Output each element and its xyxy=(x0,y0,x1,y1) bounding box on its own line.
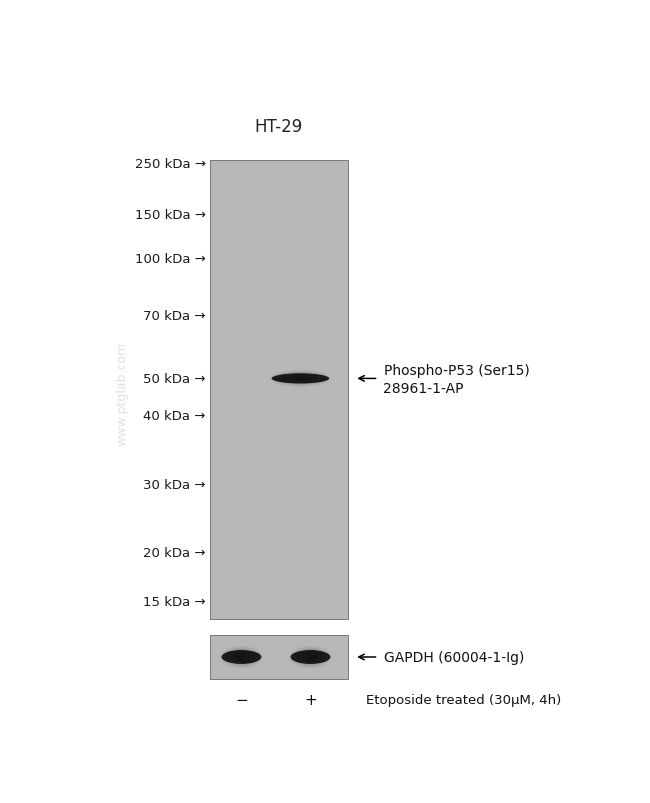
Text: 150 kDa →: 150 kDa → xyxy=(135,209,205,222)
Ellipse shape xyxy=(236,654,247,660)
Ellipse shape xyxy=(228,650,255,664)
Text: 20 kDa →: 20 kDa → xyxy=(143,546,205,559)
Ellipse shape xyxy=(238,655,245,659)
Ellipse shape xyxy=(291,650,330,664)
Ellipse shape xyxy=(303,653,318,661)
Ellipse shape xyxy=(292,377,309,381)
Ellipse shape xyxy=(272,374,329,384)
Text: www.ptglab.com: www.ptglab.com xyxy=(115,341,128,445)
Ellipse shape xyxy=(232,652,251,662)
Text: 50 kDa →: 50 kDa → xyxy=(143,373,205,385)
Text: −: − xyxy=(235,691,248,707)
Ellipse shape xyxy=(222,650,261,664)
Ellipse shape xyxy=(293,648,328,666)
Ellipse shape xyxy=(276,373,325,385)
Ellipse shape xyxy=(284,374,317,383)
Text: GAPDH (60004-1-Ig): GAPDH (60004-1-Ig) xyxy=(384,650,524,664)
Bar xyxy=(210,635,348,679)
Text: 30 kDa →: 30 kDa → xyxy=(143,478,205,491)
Text: Etoposide treated (30μM, 4h): Etoposide treated (30μM, 4h) xyxy=(366,693,561,706)
Text: 40 kDa →: 40 kDa → xyxy=(143,410,205,422)
Ellipse shape xyxy=(234,653,249,661)
Text: 70 kDa →: 70 kDa → xyxy=(143,309,205,322)
Ellipse shape xyxy=(226,649,257,665)
Text: Phospho-P53 (Ser15): Phospho-P53 (Ser15) xyxy=(384,364,529,378)
Ellipse shape xyxy=(295,377,306,381)
Ellipse shape xyxy=(240,656,243,658)
Text: 15 kDa →: 15 kDa → xyxy=(143,596,205,609)
Ellipse shape xyxy=(281,373,320,384)
Ellipse shape xyxy=(289,376,311,382)
Bar xyxy=(210,161,348,619)
Ellipse shape xyxy=(305,654,316,660)
Ellipse shape xyxy=(301,652,320,662)
Ellipse shape xyxy=(279,373,322,385)
Ellipse shape xyxy=(287,375,314,382)
Text: 28961-1-AP: 28961-1-AP xyxy=(384,382,464,396)
Text: 100 kDa →: 100 kDa → xyxy=(135,252,205,266)
Text: 250 kDa →: 250 kDa → xyxy=(135,158,205,171)
Text: HT-29: HT-29 xyxy=(255,118,303,137)
Ellipse shape xyxy=(309,656,313,658)
Ellipse shape xyxy=(298,378,303,380)
Ellipse shape xyxy=(307,655,314,659)
Ellipse shape xyxy=(230,651,253,663)
Ellipse shape xyxy=(299,651,322,663)
Ellipse shape xyxy=(224,648,259,666)
Text: +: + xyxy=(304,691,317,707)
Ellipse shape xyxy=(297,650,324,664)
Ellipse shape xyxy=(295,649,326,665)
